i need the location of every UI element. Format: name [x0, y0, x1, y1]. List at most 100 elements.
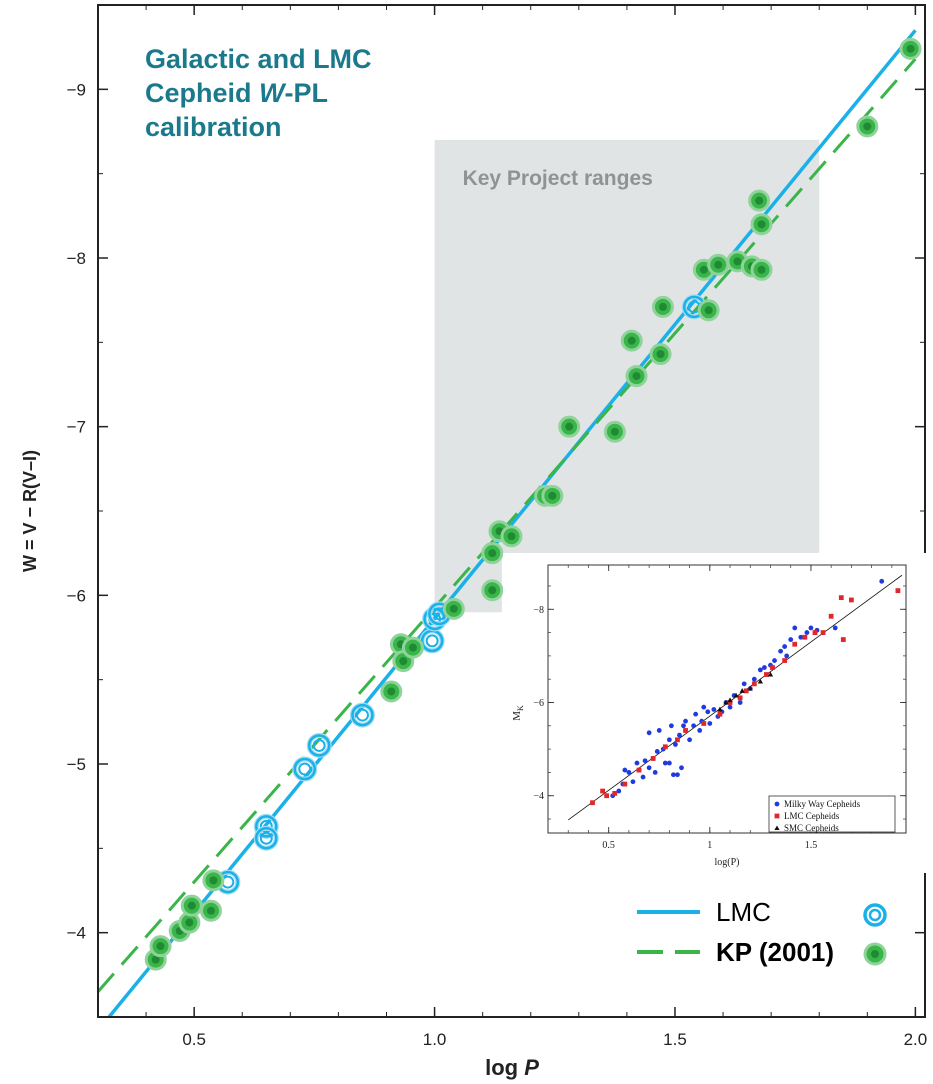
inset-mw-point [727, 704, 733, 710]
inset-lmc-point [604, 793, 610, 799]
main-chart-title: Galactic and LMC Cepheid W-PL calibration [145, 44, 372, 142]
inset-legend: Milky Way Cepheids LMC Cepheids SMC Ceph… [768, 795, 896, 833]
inset-lmc-point [828, 613, 834, 619]
inset-mw-point [687, 737, 692, 743]
inset-smc-point [767, 671, 774, 677]
inset-mw-point [751, 676, 757, 682]
inset-mw-point [741, 681, 747, 687]
kp-point-center [565, 422, 574, 431]
inset-mw-point [693, 711, 699, 717]
inset-y-tick-label: −8 [533, 605, 544, 616]
kp-point-center [632, 372, 641, 381]
inset-lmc-point [701, 721, 707, 726]
inset-x-tick-label: 1.5 [805, 840, 818, 851]
inset-legend-mw-marker [774, 801, 780, 807]
inset-lmc-point [622, 781, 628, 787]
lmc-point-inner [259, 831, 273, 845]
inset-mw-point [642, 758, 648, 764]
inset-mw-point [656, 728, 662, 733]
inset-lmc-point [612, 790, 618, 796]
inset-x-axis-label: log(P) [715, 857, 740, 868]
inset-mw-point [762, 665, 767, 670]
inset-legend-smc-label: SMC Cepheids [784, 823, 839, 833]
kp-point-center [156, 942, 165, 951]
inset-smc-point [747, 685, 753, 691]
inset-lmc-point [838, 595, 844, 601]
inset-mw-point [784, 653, 790, 659]
inset-y-tick-label: −6 [533, 698, 544, 709]
inset-mw-point [626, 770, 632, 775]
inset-mw-point [677, 732, 682, 738]
inset-mw-point [707, 721, 713, 726]
inset-mw-point [772, 658, 777, 663]
inset-mw-point [798, 634, 804, 640]
inset-lmc-point [782, 658, 788, 663]
y-tick-label: −4 [67, 924, 86, 943]
inset-mw-point [675, 772, 680, 778]
lmc-point-inner [312, 738, 326, 752]
kp-point-center [733, 257, 742, 266]
inset-smc-point [723, 699, 729, 705]
inset-mw-point [679, 765, 684, 771]
x-tick-label: 1.5 [663, 1030, 687, 1049]
key-project-label: Key Project ranges [463, 167, 653, 190]
inset-legend-lmc-label: LMC Cepheids [784, 811, 840, 821]
kp-point-center [209, 876, 218, 885]
lmc-point [255, 815, 278, 838]
inset-mw-point [671, 772, 676, 778]
kp-point-center [206, 906, 215, 915]
kp-point-center [488, 549, 497, 558]
kp-point-center [449, 604, 458, 613]
kp-point-center [408, 643, 417, 652]
kp-point-center [755, 196, 764, 205]
kp-point-center [757, 220, 766, 229]
lmc-point-inner [298, 762, 312, 776]
legend-lmc-marker-inner [868, 908, 882, 922]
kp-point-center [187, 901, 196, 910]
inset-mw-point [654, 749, 660, 754]
inset-x-tick-label: 1 [707, 840, 712, 851]
inset-lmc-point [820, 630, 826, 635]
main-y-axis-label: W = V − R(V–I) [20, 450, 40, 572]
lmc-point [423, 607, 446, 631]
lmc-point-inner [355, 708, 369, 722]
inset-mw-point [683, 718, 688, 724]
kp-point-center [185, 918, 194, 927]
inset-mw-point [711, 707, 717, 712]
inset-mw-point [757, 667, 763, 673]
inset-lmc-point [770, 665, 775, 670]
inset-lmc-point [717, 711, 723, 717]
inset-legend-smc-marker [774, 825, 780, 830]
inset-mw-point [662, 760, 668, 766]
inset-smc-point [733, 692, 739, 698]
y-tick-label: −7 [67, 418, 86, 437]
inset-y-tick-label: −4 [533, 791, 544, 802]
inset-mw-point [652, 770, 658, 775]
legend-kp-marker-center [871, 950, 879, 958]
inset-mw-point [646, 765, 652, 771]
inset-lmc-point [751, 681, 757, 687]
x-tick-label: 2.0 [904, 1030, 928, 1049]
kp-point-center [714, 260, 723, 269]
kp-point-center [656, 350, 665, 359]
kp-point-center [704, 306, 713, 315]
lmc-point [351, 703, 374, 727]
inset-lmc-point [683, 728, 688, 733]
kp-point-center [151, 955, 160, 964]
inset-plot-frame [547, 564, 907, 834]
legend-kp-label: KP (2001) [716, 937, 834, 967]
lmc-point [293, 757, 316, 781]
main-plot-frame [97, 4, 926, 1018]
inset-mw-point [705, 709, 711, 715]
inset-mw-point [804, 630, 810, 635]
inset-mw-point [634, 760, 640, 766]
inset-mw-point [691, 723, 697, 729]
x-tick-label: 1.0 [423, 1030, 447, 1049]
main-x-axis-label: log P [485, 1055, 539, 1080]
inset-mw-point [778, 648, 783, 654]
inset-lmc-point [650, 756, 656, 761]
inset-mw-point [622, 767, 628, 773]
inset-mw-point [782, 644, 788, 649]
legend-lmc-marker [863, 903, 887, 927]
